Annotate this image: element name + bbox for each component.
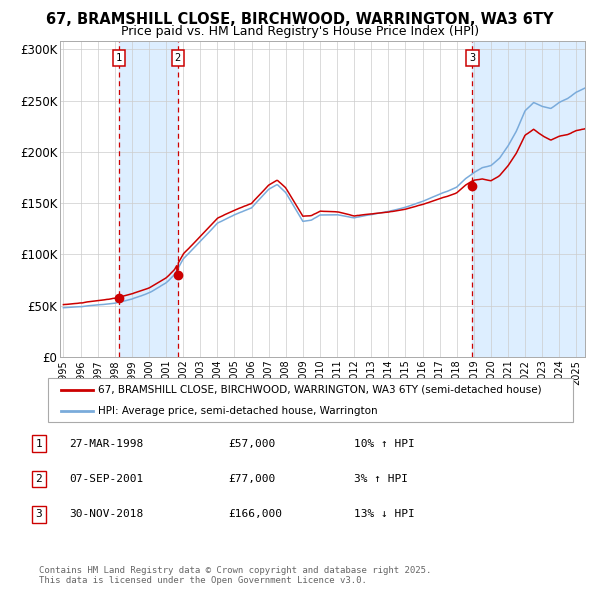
Bar: [472, 41, 585, 357]
Text: £77,000: £77,000: [228, 474, 275, 484]
Text: 2: 2: [35, 474, 43, 484]
Text: HPI: Average price, semi-detached house, Warrington: HPI: Average price, semi-detached house,…: [98, 406, 377, 416]
Text: 30-NOV-2018: 30-NOV-2018: [69, 510, 143, 519]
Bar: [119, 41, 178, 357]
Text: £57,000: £57,000: [228, 439, 275, 448]
Text: 67, BRAMSHILL CLOSE, BIRCHWOOD, WARRINGTON, WA3 6TY: 67, BRAMSHILL CLOSE, BIRCHWOOD, WARRINGT…: [46, 12, 554, 27]
Text: 27-MAR-1998: 27-MAR-1998: [69, 439, 143, 448]
Text: 67, BRAMSHILL CLOSE, BIRCHWOOD, WARRINGTON, WA3 6TY (semi-detached house): 67, BRAMSHILL CLOSE, BIRCHWOOD, WARRINGT…: [98, 385, 542, 395]
Text: 2: 2: [175, 53, 181, 63]
Text: 1: 1: [116, 53, 122, 63]
Text: 13% ↓ HPI: 13% ↓ HPI: [354, 510, 415, 519]
FancyBboxPatch shape: [48, 378, 573, 422]
Text: 3: 3: [469, 53, 476, 63]
Text: Price paid vs. HM Land Registry's House Price Index (HPI): Price paid vs. HM Land Registry's House …: [121, 25, 479, 38]
Text: 07-SEP-2001: 07-SEP-2001: [69, 474, 143, 484]
Text: 1: 1: [35, 439, 43, 448]
Text: Contains HM Land Registry data © Crown copyright and database right 2025.
This d: Contains HM Land Registry data © Crown c…: [39, 566, 431, 585]
Text: £166,000: £166,000: [228, 510, 282, 519]
Text: 3: 3: [35, 510, 43, 519]
Text: 3% ↑ HPI: 3% ↑ HPI: [354, 474, 408, 484]
Text: 10% ↑ HPI: 10% ↑ HPI: [354, 439, 415, 448]
